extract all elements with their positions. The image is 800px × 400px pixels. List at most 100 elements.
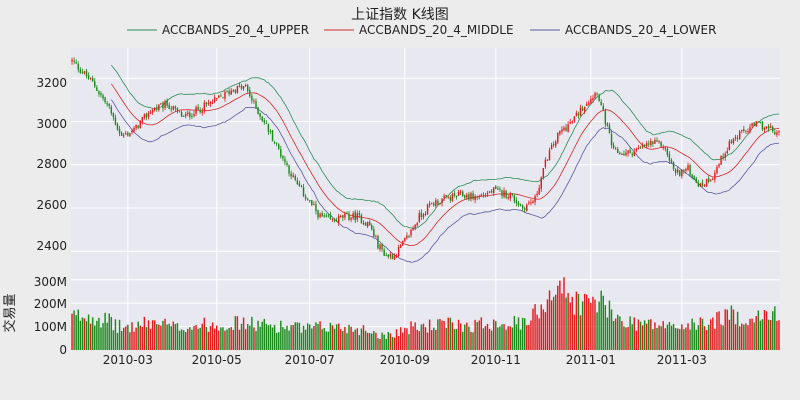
volume-bar <box>393 337 396 350</box>
volume-bar <box>774 306 776 350</box>
volume-bar <box>404 327 406 350</box>
volume-bar <box>575 291 578 350</box>
volume-bar <box>623 326 625 350</box>
candle-body <box>269 130 272 132</box>
volume-bar <box>176 323 179 350</box>
volume-bar <box>350 326 352 350</box>
volume-bar <box>269 324 272 350</box>
volume-bar <box>693 322 695 350</box>
volume-bar <box>449 317 452 350</box>
volume-bar <box>751 318 753 350</box>
volume-bar <box>377 338 379 350</box>
candle-body <box>160 103 162 105</box>
volume-bar <box>184 331 187 350</box>
volume-bar <box>536 314 538 350</box>
candle-body <box>532 201 534 204</box>
candle-body <box>178 111 181 113</box>
candle-body <box>523 208 526 211</box>
candle-body <box>437 200 439 205</box>
volume-bar <box>387 332 390 350</box>
candle-body <box>712 178 714 180</box>
volume-bar <box>674 328 677 350</box>
price-tick-label: 3000 <box>36 117 67 131</box>
volume-tick-label: 200M <box>34 297 67 311</box>
candle-body <box>552 143 555 145</box>
volume-bar <box>271 327 274 350</box>
candle-body <box>592 98 594 100</box>
legend-label-middle: ACCBANDS_20_4_MIDDLE <box>359 23 514 37</box>
volume-bar <box>687 323 689 350</box>
price-tick-label: 2800 <box>36 157 67 171</box>
volume-bar <box>149 328 152 350</box>
candle-body <box>685 168 687 171</box>
volume-bar <box>195 324 197 350</box>
candle-body <box>614 148 617 150</box>
volume-bar <box>455 328 458 350</box>
volume-bar <box>211 322 214 350</box>
candle-body <box>315 204 317 212</box>
volume-bar <box>391 337 394 350</box>
volume-bar <box>712 317 714 350</box>
volume-bar <box>143 316 146 350</box>
candle-body <box>226 91 228 93</box>
volume-bar <box>160 325 162 350</box>
candle-body <box>577 113 580 116</box>
candle-body <box>298 183 301 187</box>
candle-body <box>251 95 253 101</box>
volume-axis: 0 100M 200M 300M 交易量 <box>2 275 67 357</box>
volume-bar <box>703 326 706 350</box>
volume-bar <box>137 321 139 350</box>
volume-bar <box>598 301 600 350</box>
volume-bar <box>759 320 762 350</box>
volume-bar <box>732 309 735 350</box>
volume-bar <box>153 320 156 350</box>
volume-bar <box>728 319 731 350</box>
candle-body <box>741 129 743 131</box>
volume-bar <box>385 338 387 350</box>
candle-body <box>724 153 726 158</box>
candle-body <box>218 95 220 98</box>
volume-bar <box>151 320 154 350</box>
candle-body <box>364 223 367 226</box>
volume-bar <box>364 330 367 350</box>
candle-body <box>182 115 185 117</box>
candle-body <box>474 196 476 200</box>
volume-bar <box>77 309 79 350</box>
candle-body <box>447 197 449 199</box>
candle-body <box>358 213 361 216</box>
candle-body <box>509 193 511 199</box>
volume-bar <box>778 320 780 350</box>
volume-bar <box>331 325 334 350</box>
candle-body <box>757 121 760 123</box>
candle-body <box>594 93 596 99</box>
volume-bar <box>381 332 383 350</box>
candle-body <box>424 213 427 215</box>
volume-bar <box>511 327 514 350</box>
volume-bar <box>745 323 747 350</box>
volume-bar <box>588 298 590 350</box>
volume-bar <box>679 329 681 350</box>
candle-body <box>412 228 414 231</box>
candle-body <box>346 212 348 214</box>
candle-body <box>445 195 447 197</box>
date-tick-label: 2010-03 <box>103 353 153 367</box>
candle-body <box>548 150 551 161</box>
volume-bar <box>178 330 181 350</box>
candle-body <box>205 102 208 105</box>
volume-bar <box>199 327 201 350</box>
candle-body <box>464 195 466 198</box>
volume-bar <box>362 325 365 350</box>
volume-bar <box>488 329 491 350</box>
candle-body <box>259 113 261 117</box>
volume-bar <box>461 331 464 350</box>
candle-body <box>499 188 501 190</box>
candle-body <box>707 178 710 182</box>
candle-body <box>501 190 503 196</box>
candle-body <box>635 148 638 151</box>
volume-bar <box>532 308 534 350</box>
candle-body <box>220 95 222 97</box>
candle-body <box>189 112 191 117</box>
volume-bar <box>218 330 220 350</box>
candle-body <box>116 123 119 130</box>
volume-bar <box>718 311 720 350</box>
